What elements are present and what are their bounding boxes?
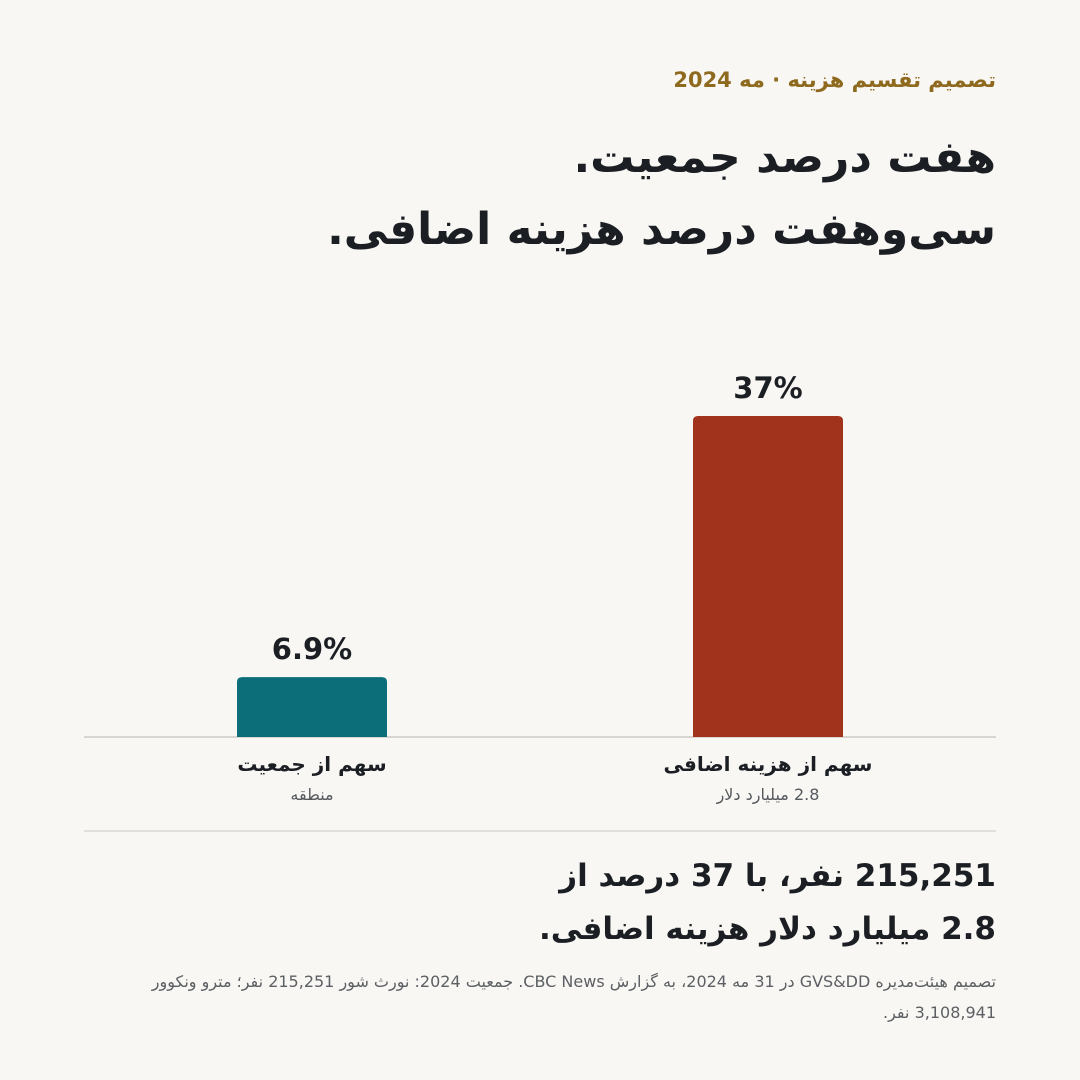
summary-line-2: 2.8 میلیارد دلار هزینه اضافی. xyxy=(538,911,996,947)
bar-1 xyxy=(237,677,387,737)
category-label-1: سهم از جمعیت xyxy=(237,752,386,776)
headline-line-1: هفت درصد جمعیت. xyxy=(573,132,996,183)
bar-value-label-1: 6.9% xyxy=(272,632,352,666)
bar-value-label-2: 37% xyxy=(733,371,802,405)
category-sublabel-2: 2.8 میلیارد دلار xyxy=(716,785,820,805)
category-label-2: سهم از هزینه اضافی xyxy=(664,752,873,776)
summary-line-1: 215,251 نفر، با 37 درصد از xyxy=(559,858,996,894)
category-sublabel-1: منطقه xyxy=(290,785,333,804)
bar-chart: 6.9% سهم از جمعیت منطقه 37% سهم از هزینه اضا… xyxy=(84,371,996,805)
kicker: تصمیم تقسیم هزینه · مه 2024 xyxy=(673,68,996,92)
headline: هفت درصد جمعیت. سی‌وهفت درصد هزینه اضافی… xyxy=(327,122,996,266)
headline-line-2: سی‌وهفت درصد هزینه اضافی. xyxy=(327,204,996,255)
summary-statement: 215,251 نفر، با 37 درصد از 2.8 میلیارد د… xyxy=(539,850,996,956)
bar-2 xyxy=(693,416,843,737)
source-note: تصمیم هیئت‌مدیره GVS&DD در 31 مه 2024، ب… xyxy=(151,972,996,1022)
section-divider xyxy=(84,830,996,832)
